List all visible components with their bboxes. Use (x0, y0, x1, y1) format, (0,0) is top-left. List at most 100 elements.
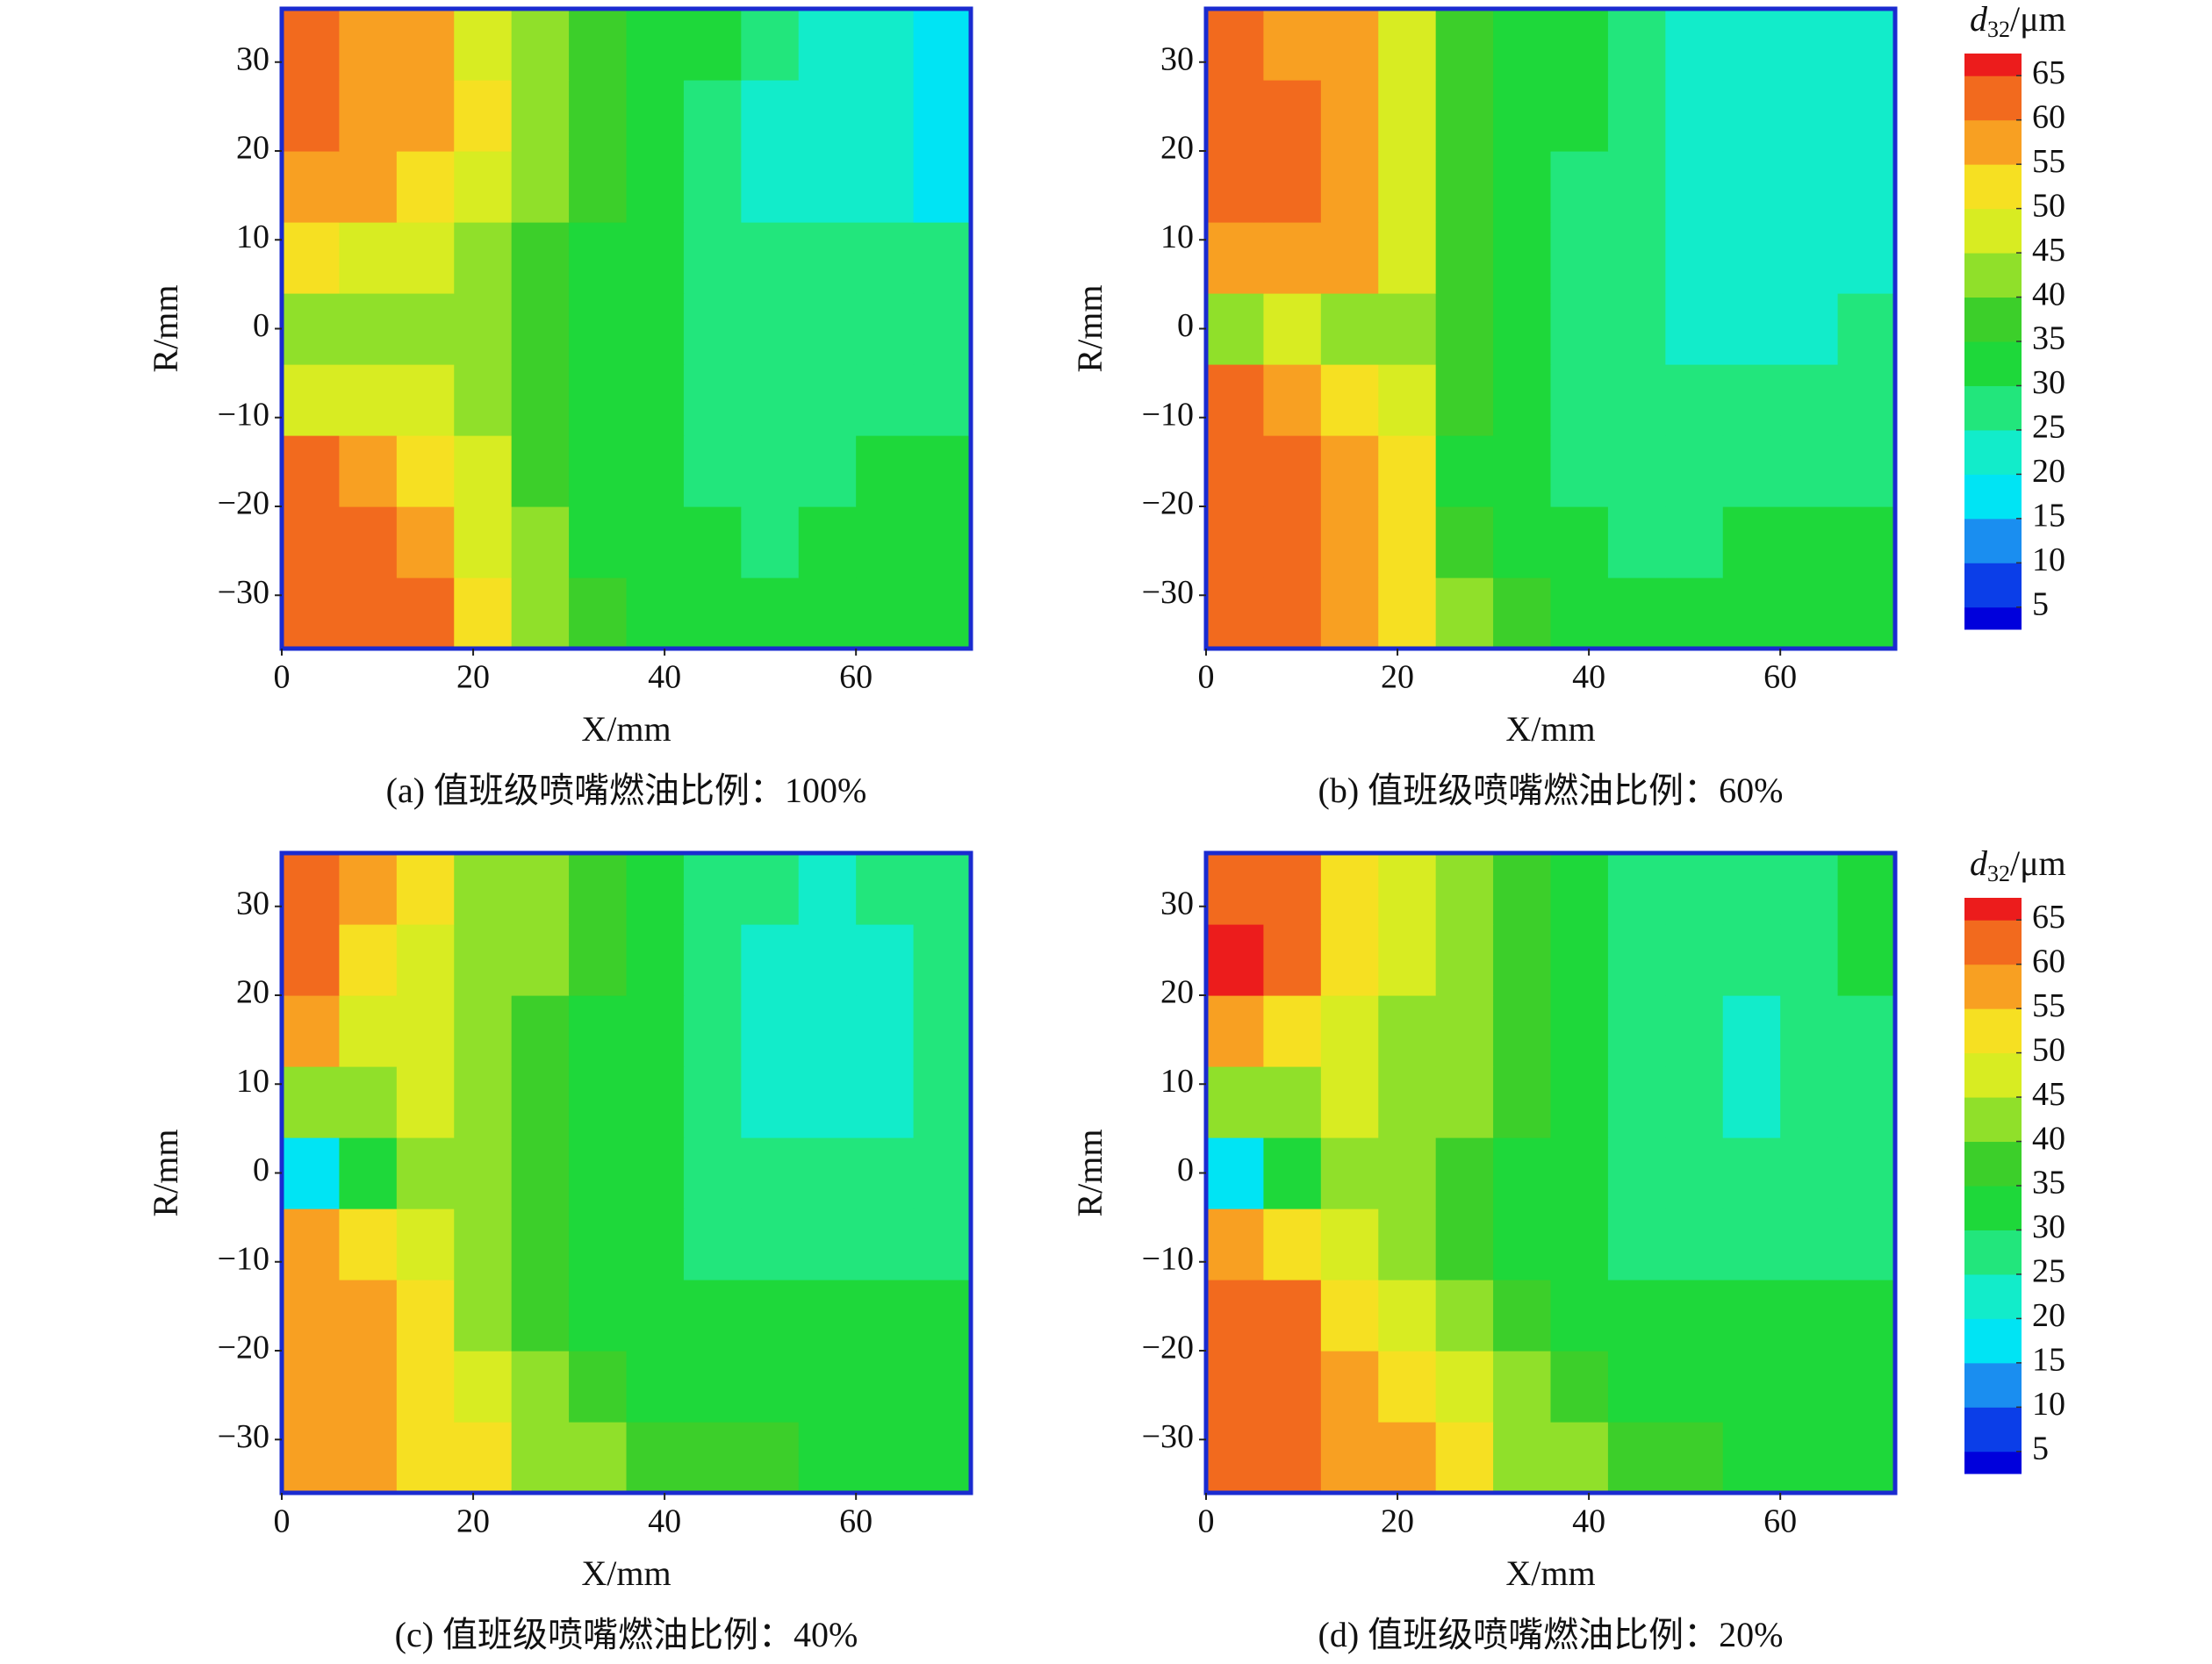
heatmap-cell (741, 222, 800, 294)
y-tick-label: −10 (218, 396, 269, 433)
heatmap-cell (1493, 9, 1552, 81)
colorbar-band (1964, 1230, 2022, 1275)
heatmap-cell (1435, 924, 1494, 996)
heatmap-cell (1320, 80, 1379, 152)
heatmap-cell (396, 577, 455, 649)
heatmap-cell (396, 995, 455, 1067)
y-tick-label: 0 (253, 307, 269, 344)
colorbar-tick-label: 35 (2032, 320, 2065, 357)
heatmap-cell (454, 853, 513, 925)
heatmap-cell (1206, 853, 1265, 925)
heatmap-cell (1665, 364, 1724, 436)
heatmap-cell (511, 1137, 570, 1209)
heatmap-cell (856, 853, 915, 925)
heatmap-cell (683, 80, 742, 152)
heatmap-cell (1780, 1351, 1839, 1423)
heatmap-cell (454, 80, 513, 152)
heatmap-cell (282, 151, 341, 223)
heatmap-cell (1722, 1209, 1781, 1280)
heatmap-cell (1722, 1422, 1781, 1494)
heatmap-cell (1435, 1209, 1494, 1280)
heatmap-cell (1493, 151, 1552, 223)
heatmap-cell (741, 853, 800, 925)
colorbar-band (1964, 518, 2022, 563)
heatmap-cell (1435, 151, 1494, 223)
heatmap-cell (798, 506, 857, 578)
heatmap-cell (1435, 1351, 1494, 1423)
heatmap-cell (511, 853, 570, 925)
heatmap-cell (1837, 1351, 1896, 1423)
heatmap-cell (1550, 1351, 1609, 1423)
heatmap-cell (1378, 853, 1437, 925)
heatmap-cell (741, 364, 800, 436)
colorbar-band (1964, 429, 2022, 475)
colorbar-band (1964, 54, 2022, 76)
heatmap-cell (1722, 1137, 1781, 1209)
y-tick-label: 20 (1160, 130, 1194, 167)
heatmap-cell (569, 435, 628, 507)
colorbar-tick-label: 40 (2032, 1120, 2065, 1157)
heatmap-cell (282, 293, 341, 365)
heatmap-cell (1263, 1137, 1322, 1209)
heatmap-cell (1206, 506, 1265, 578)
heatmap-cell (683, 853, 742, 925)
heatmap-cell (569, 151, 628, 223)
x-tick-label: 20 (456, 1503, 490, 1540)
heatmap-cell (1722, 853, 1781, 925)
heatmap-cell (1780, 435, 1839, 507)
heatmap-cell (1263, 364, 1322, 436)
heatmap-cell (1722, 293, 1781, 365)
x-tick-label: 40 (648, 1503, 681, 1540)
heatmap-cell (1607, 924, 1666, 996)
heatmap-cell (626, 1137, 685, 1209)
heatmap-cell (454, 506, 513, 578)
heatmap-cell (282, 1209, 341, 1280)
heatmap-cell (741, 1209, 800, 1280)
heatmap-cell (1263, 924, 1322, 996)
heatmap-cell (1263, 435, 1322, 507)
heatmap-cell (1722, 435, 1781, 507)
heatmap-cell (1550, 222, 1609, 294)
heatmap-cell (1263, 853, 1322, 925)
heatmap-cell (626, 80, 685, 152)
heatmap-cell (1722, 9, 1781, 81)
y-tick-label: −30 (1142, 574, 1194, 611)
heatmap-cell (569, 506, 628, 578)
heatmap-cell (683, 1066, 742, 1138)
x-axis-label: X/mm (581, 709, 671, 749)
heatmap-cell (282, 364, 341, 436)
heatmap-cell (511, 577, 570, 649)
heatmap-cell (1550, 1209, 1609, 1280)
heatmap-cell (1435, 577, 1494, 649)
heatmap-cell (339, 1422, 398, 1494)
heatmap-cell (1607, 853, 1666, 925)
heatmap-cell (626, 1209, 685, 1280)
heatmap-cell (856, 222, 915, 294)
heatmap-cell (1435, 222, 1494, 294)
colorbar-band (1964, 606, 2022, 630)
heatmap-cell (1550, 506, 1609, 578)
heatmap-cell (1780, 1137, 1839, 1209)
heatmap-cell (1665, 1209, 1724, 1280)
colorbar-label: d32/μm (1970, 843, 2066, 886)
heatmap-cell (626, 995, 685, 1067)
heatmap-cell (1722, 506, 1781, 578)
panel: 0 20 40 60 −30 −20 −10 0 10 20 30 X/mm R/mm (a) 值班级喷嘴… (146, 6, 973, 810)
heatmap-cell (1780, 293, 1839, 365)
heatmap-cell (1206, 364, 1265, 436)
heatmap-cell (1378, 9, 1437, 81)
y-tick-label: 0 (1177, 1151, 1194, 1188)
heatmap-cell (1780, 1066, 1839, 1138)
heatmap-cell (282, 853, 341, 925)
heatmap-cell (1263, 80, 1322, 152)
heatmap-cell (454, 151, 513, 223)
colorbar-tick-label: 25 (2032, 1253, 2065, 1290)
heatmap-cell (1550, 435, 1609, 507)
heatmap-cell (511, 1066, 570, 1138)
heatmap-cell (1780, 853, 1839, 925)
colorbar-tick-label: 50 (2032, 187, 2065, 224)
colorbar-band (1964, 1451, 2022, 1474)
colorbar-tick-label: 20 (2032, 453, 2065, 490)
heatmap-cell (1722, 995, 1781, 1067)
heatmap-cell (683, 222, 742, 294)
